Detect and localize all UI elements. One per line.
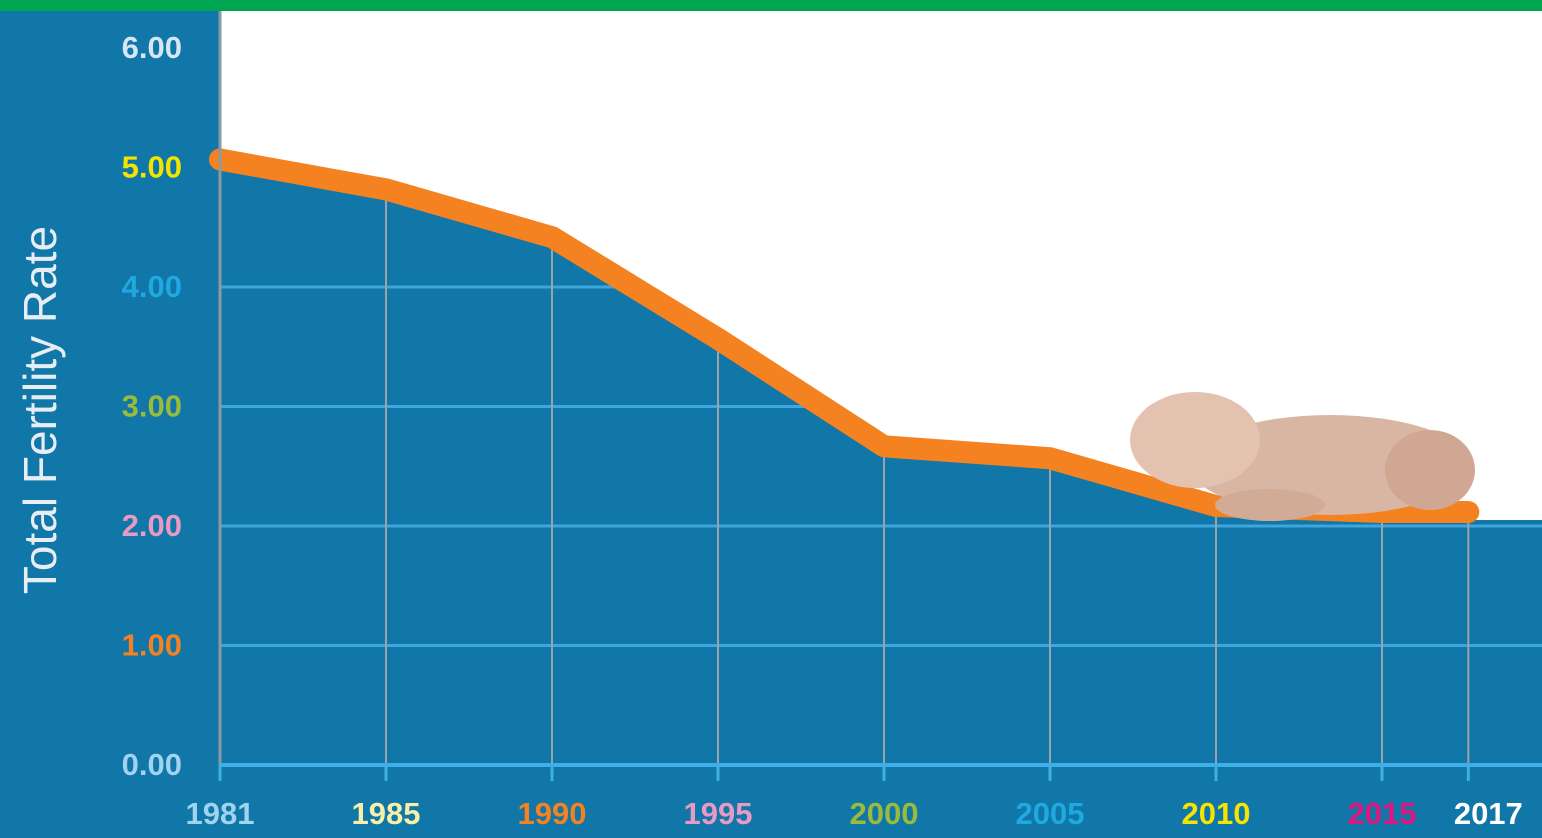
x-tick-label: 2005	[1016, 796, 1085, 831]
x-tick-label: 1981	[186, 796, 255, 831]
baby-leg	[1385, 430, 1475, 510]
area-extension	[1468, 520, 1542, 765]
y-tick-label: 0.00	[122, 747, 182, 782]
x-tick-label: 2015	[1348, 796, 1417, 831]
y-tick-label: 1.00	[122, 628, 182, 663]
y-axis-title: Total Fertility Rate	[14, 226, 66, 594]
chart: Total Fertility Rate 0.00 1.00 2.00 3.00 4.0…	[0, 0, 1542, 838]
top-bar	[0, 0, 1542, 11]
x-tick-label: 2017	[1454, 796, 1523, 831]
x-tick-label: 2000	[850, 796, 919, 831]
y-tick-label: 2.00	[122, 508, 182, 543]
baby-head	[1130, 392, 1260, 488]
x-tick-label: 1985	[352, 796, 421, 831]
baby-arm	[1215, 489, 1325, 521]
x-tick-label: 2010	[1182, 796, 1251, 831]
y-tick-label: 5.00	[122, 150, 182, 185]
y-tick-label: 4.00	[122, 269, 182, 304]
y-tick-label: 6.00	[122, 30, 182, 65]
x-tick-label: 1990	[518, 796, 587, 831]
x-tick-label: 1995	[684, 796, 753, 831]
y-tick-label: 3.00	[122, 389, 182, 424]
